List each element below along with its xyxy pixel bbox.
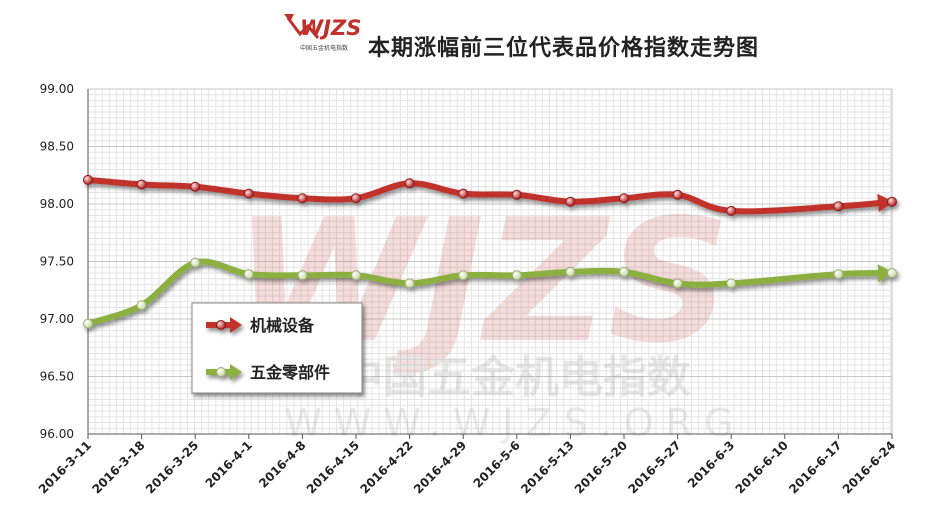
data-point — [297, 193, 308, 204]
x-tick-label: 2016-5-20 — [572, 438, 630, 496]
data-point — [243, 269, 254, 280]
data-point — [458, 270, 469, 281]
logo-subtitle: 中国五金机电指数 — [300, 45, 349, 52]
data-point — [511, 189, 522, 200]
data-point — [83, 174, 93, 185]
data-point — [511, 270, 522, 281]
x-tick-label: 2016-3-25 — [143, 438, 201, 496]
y-tick-label: 97.00 — [40, 312, 74, 326]
data-point — [351, 193, 361, 204]
legend-swatch — [206, 317, 242, 333]
x-tick-label: 2016-6-24 — [840, 438, 898, 496]
x-tick-label: 2016-4-29 — [411, 438, 469, 496]
data-point — [190, 257, 201, 268]
data-point — [833, 201, 844, 212]
data-point — [887, 268, 897, 278]
legend-arrowhead — [230, 364, 242, 380]
x-tick-label: 2016-6-3 — [685, 438, 737, 490]
data-point — [887, 196, 897, 207]
legend-box — [191, 302, 363, 394]
data-point — [136, 300, 147, 311]
series-arrowhead — [877, 193, 894, 212]
data-point — [243, 188, 254, 199]
legend-arrowhead — [230, 317, 242, 333]
legend-label: 五金零部件 — [250, 363, 330, 382]
y-tick-label: 98.50 — [40, 140, 74, 154]
watermark-url: WWW.WJZS.ORG — [284, 401, 745, 445]
data-point — [619, 266, 629, 277]
data-point — [83, 318, 93, 329]
series-machinery — [83, 174, 897, 216]
y-tick-label: 96.00 — [40, 427, 74, 441]
x-tick-label: 2016-5-27 — [625, 438, 683, 496]
logo-text: WJZS — [300, 16, 362, 40]
series-arrowhead — [877, 264, 894, 283]
y-tick-label: 98.00 — [40, 197, 74, 211]
x-tick-label: 2016-4-8 — [256, 438, 308, 490]
chart-title: 本期涨幅前三位代表品价格指数走势图 — [368, 36, 760, 61]
data-point — [404, 178, 415, 189]
x-tick-label: 2016-6-10 — [733, 438, 791, 496]
watermark-subtitle: 中国五金机电指数 — [339, 352, 691, 403]
y-tick-label: 96.50 — [40, 370, 74, 384]
data-point — [136, 179, 147, 190]
data-point — [619, 193, 629, 204]
data-point — [672, 278, 683, 289]
data-point — [297, 270, 308, 281]
legend-marker — [216, 367, 226, 377]
data-point — [190, 181, 201, 192]
legend-swatch — [206, 364, 242, 380]
x-tick-label: 2016-3-18 — [89, 438, 147, 496]
data-point — [351, 270, 361, 281]
y-tick-label: 99.00 — [40, 82, 74, 96]
data-point — [726, 278, 737, 289]
x-tick-label: 2016-6-17 — [786, 438, 844, 496]
data-point — [404, 278, 415, 289]
data-point — [672, 189, 683, 200]
data-point — [565, 196, 576, 207]
x-tick-label: 2016-5-6 — [471, 438, 523, 490]
data-point — [458, 188, 469, 199]
x-tick-label: 2016-3-11 — [36, 438, 94, 496]
data-point — [833, 269, 844, 280]
data-point — [726, 205, 737, 216]
legend-label: 机械设备 — [250, 316, 315, 335]
x-tick-label: 2016-4-15 — [304, 438, 362, 496]
data-point — [565, 266, 576, 277]
x-tick-label: 2016-4-1 — [203, 438, 255, 490]
series-hardware-parts — [83, 257, 897, 329]
x-tick-label: 2016-5-13 — [518, 438, 576, 496]
logo-arrow-icon — [284, 14, 320, 39]
y-tick-label: 97.50 — [40, 255, 74, 269]
x-tick-label: 2016-4-22 — [357, 438, 415, 496]
legend-marker — [216, 320, 226, 330]
